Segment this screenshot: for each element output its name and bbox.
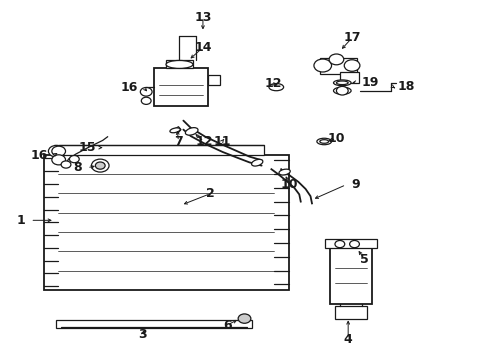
Ellipse shape: [165, 60, 192, 68]
Ellipse shape: [333, 80, 350, 86]
Bar: [154, 68, 207, 106]
Ellipse shape: [336, 81, 347, 85]
Text: 2: 2: [205, 187, 214, 200]
Text: 13: 13: [194, 11, 211, 24]
Text: 8: 8: [73, 161, 82, 174]
Bar: [207, 75, 220, 85]
Ellipse shape: [316, 138, 331, 145]
Text: 19: 19: [361, 76, 379, 89]
Bar: [54, 145, 264, 155]
Circle shape: [48, 145, 64, 157]
Bar: [56, 320, 251, 328]
Circle shape: [328, 54, 343, 65]
Ellipse shape: [268, 84, 283, 91]
Circle shape: [141, 97, 151, 104]
Ellipse shape: [169, 128, 180, 133]
Circle shape: [344, 60, 359, 71]
Circle shape: [52, 146, 65, 156]
Text: 6: 6: [223, 319, 231, 332]
Polygon shape: [173, 127, 181, 132]
Text: 17: 17: [343, 31, 360, 44]
Text: 11: 11: [213, 135, 230, 148]
Ellipse shape: [185, 128, 198, 135]
Text: 16: 16: [121, 81, 138, 94]
Circle shape: [336, 86, 347, 95]
Bar: [334, 306, 366, 319]
Circle shape: [238, 314, 250, 323]
Bar: [325, 239, 376, 248]
Circle shape: [334, 240, 344, 248]
Text: 4: 4: [343, 333, 352, 346]
Circle shape: [95, 162, 105, 169]
Bar: [44, 155, 288, 290]
Text: 3: 3: [138, 328, 147, 341]
Text: 16: 16: [31, 149, 48, 162]
Text: 18: 18: [396, 80, 414, 93]
Ellipse shape: [319, 140, 328, 143]
Text: 12: 12: [264, 77, 281, 90]
Text: 12: 12: [195, 135, 212, 148]
Circle shape: [52, 155, 65, 165]
Text: 5: 5: [359, 253, 368, 266]
Bar: [339, 72, 359, 83]
Text: 7: 7: [174, 135, 183, 148]
Circle shape: [91, 159, 109, 172]
Bar: [329, 248, 371, 304]
Ellipse shape: [251, 159, 263, 166]
Text: 9: 9: [350, 178, 359, 191]
Text: 15: 15: [78, 141, 96, 154]
Text: 14: 14: [194, 41, 211, 54]
Bar: [320, 58, 356, 74]
Circle shape: [140, 87, 152, 96]
Text: 1: 1: [17, 214, 25, 227]
Circle shape: [61, 161, 71, 168]
Circle shape: [69, 156, 79, 163]
Ellipse shape: [278, 169, 290, 175]
Bar: [166, 60, 193, 68]
Circle shape: [349, 240, 359, 248]
Circle shape: [313, 59, 331, 72]
Text: 10: 10: [327, 132, 345, 145]
Text: 10: 10: [280, 178, 298, 191]
Ellipse shape: [333, 87, 350, 94]
